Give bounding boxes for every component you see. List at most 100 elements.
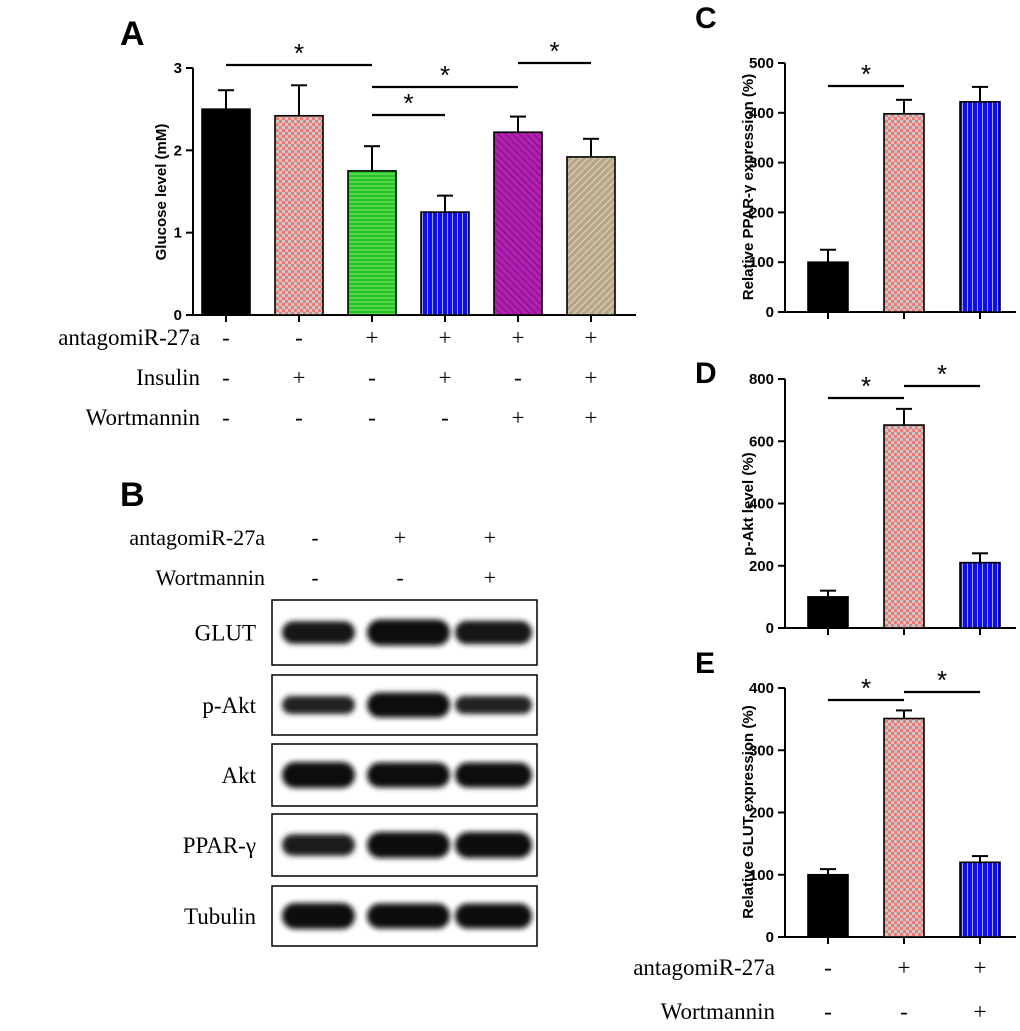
condition-sign: + [974,999,987,1024]
y-tick-label: 200 [749,805,774,822]
y-tick-label: 100 [749,254,774,271]
blot-condition-sign: - [311,525,318,550]
condition-sign: + [439,365,452,390]
chart-panel-d: 0 200 400 600 800 p-Akt level (%) * * [740,359,1016,637]
condition-sign: - [824,999,832,1024]
blot-condition-sign: - [396,565,403,590]
significance-star: * [861,673,871,703]
blot-row-label: p-Akt [202,693,256,718]
condition-sign: - [222,365,230,390]
bar [807,261,849,313]
y-tick-label: 0 [766,620,774,637]
blot-band [455,832,532,858]
blot-band [455,696,532,714]
bar [493,131,543,316]
y-tick-label: 300 [749,742,774,759]
condition-sign: + [585,365,598,390]
y-tick-label: 200 [749,558,774,575]
bar [201,108,251,316]
blot-band [367,762,450,788]
blot-row-label: Akt [222,763,257,788]
y-tick-label: 600 [749,433,774,450]
y-tick-label: 1 [174,225,182,242]
significance-star: * [403,88,413,118]
y-tick-label: 400 [749,105,774,122]
blot-band [455,620,532,645]
blot-band [367,832,450,858]
panel-letter-c: C [695,2,717,35]
condition-sign: + [585,325,598,350]
blot-band [282,762,355,788]
y-tick-label: 0 [766,304,774,321]
y-tick-label: 200 [749,204,774,221]
condition-sign: - [368,405,376,430]
condition-sign: + [366,325,379,350]
bar [807,873,849,938]
blot-condition-label: antagomiR-27a [129,525,265,550]
condition-label: Insulin [136,365,200,390]
panel-letter-b: B [120,476,145,514]
significance-star: * [294,38,304,68]
y-tick-label: 400 [749,680,774,697]
panel-letter-a: A [120,15,145,53]
y-axis-label: Relative PPAR-γ expression (%) [740,74,757,300]
condition-sign: - [824,955,832,980]
condition-sign: - [295,325,303,350]
y-tick-label: 100 [749,867,774,884]
condition-label: antagomiR-27a [633,955,775,980]
y-tick-label: 400 [749,496,774,513]
significance-star: * [549,36,559,66]
blot-band [367,692,450,718]
blot-band [282,621,355,644]
y-tick-label: 800 [749,371,774,388]
condition-sign: + [898,955,911,980]
condition-sign: - [295,405,303,430]
blot-condition-label: Wortmannin [156,565,265,590]
condition-sign: + [585,405,598,430]
significance-star: * [937,665,947,695]
significance-star: * [861,59,871,89]
chart-panel-e: 0 100 200 300 400 Relative GLUT expression (%… [633,665,1016,1024]
bar [959,861,1001,938]
condition-sign: + [512,405,525,430]
y-tick-label: 300 [749,155,774,172]
significance-star: * [861,371,871,401]
condition-sign: - [368,365,376,390]
blot-band [367,619,450,646]
bar [883,717,925,938]
condition-label: antagomiR-27a [58,325,200,350]
blot-band [455,903,532,929]
bar [959,561,1001,629]
blot-condition-sign: - [311,565,318,590]
bar [274,114,324,316]
bar [420,211,470,316]
blot-condition-sign: + [484,525,496,550]
condition-sign: + [974,955,987,980]
condition-label: Wortmannin [661,999,776,1024]
blot-band [455,762,532,788]
western-blot-panel: antagomiR-27a - + + Wortmannin - - + GLUT p-Akt Ak… [129,525,538,947]
blot-row-label: GLUT [195,621,256,646]
y-axis-label: p-Akt level (%) [740,452,757,555]
blot-condition-sign: + [394,525,406,550]
condition-sign: - [441,405,449,430]
panel-letter-d: D [695,357,717,390]
y-axis-label: Relative GLUT expression (%) [740,705,757,918]
blot-band [282,903,355,929]
y-axis-label: Glucose level (mM) [153,124,170,261]
y-tick-label: 0 [174,307,182,324]
y-tick-label: 3 [174,60,182,77]
bar [807,596,849,629]
bar [347,170,397,316]
bar [959,101,1001,313]
condition-sign: - [222,325,230,350]
condition-sign: - [514,365,522,390]
bar [883,112,925,313]
y-tick-label: 500 [749,55,774,72]
significance-star: * [937,359,947,389]
bar [566,156,616,316]
blot-band [367,903,450,929]
bar [883,424,925,629]
condition-sign: + [439,325,452,350]
